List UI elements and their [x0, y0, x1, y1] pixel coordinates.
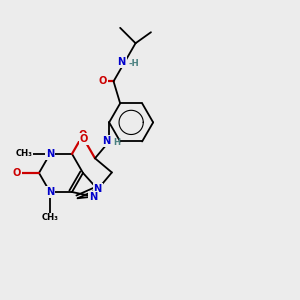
- Text: CH₃: CH₃: [42, 214, 58, 223]
- Text: N: N: [94, 184, 102, 194]
- Text: N: N: [89, 192, 98, 202]
- Text: N: N: [117, 57, 126, 67]
- Text: N: N: [46, 149, 54, 159]
- Text: O: O: [79, 130, 87, 140]
- Text: -H: -H: [129, 59, 139, 68]
- Text: O: O: [98, 76, 107, 86]
- Text: H: H: [113, 138, 120, 147]
- Text: O: O: [80, 134, 88, 144]
- Text: N: N: [102, 136, 110, 146]
- Text: O: O: [13, 168, 21, 178]
- Text: N: N: [46, 187, 54, 197]
- Text: CH₃: CH₃: [16, 149, 32, 158]
